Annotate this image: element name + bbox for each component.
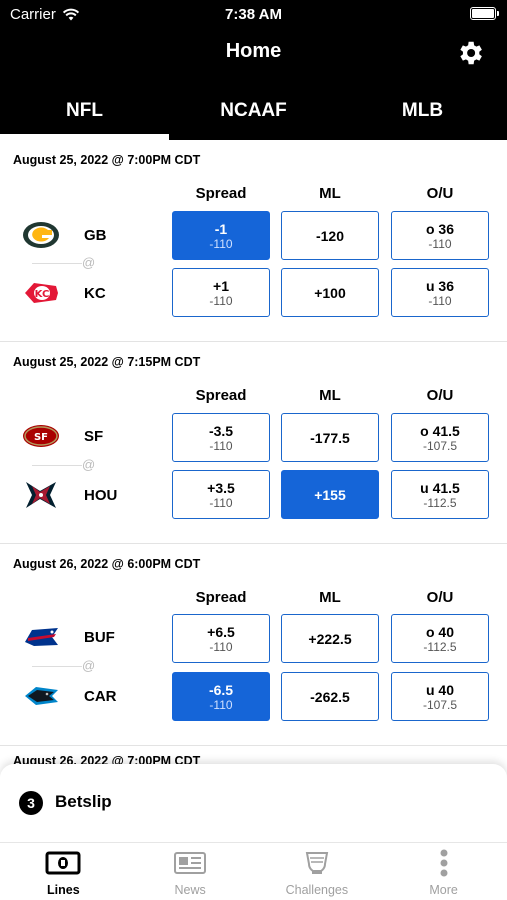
packers-logo — [20, 218, 62, 252]
at-separator: @ — [32, 255, 108, 270]
game-card: August 25, 2022 @ 7:00PM CDT Spread ML O… — [0, 140, 507, 342]
spread-button[interactable]: -1 -110 — [172, 211, 270, 260]
nav-label: Lines — [47, 883, 80, 897]
moneyline-button[interactable]: +155 — [281, 470, 379, 519]
at-separator: @ — [32, 658, 108, 673]
betslip-label: Betslip — [55, 792, 112, 811]
app-header: Carrier 7:38 AM Home NFL NCAAF MLB — [0, 0, 507, 140]
status-time: 7:38 AM — [225, 6, 282, 23]
league-tabs: NFL NCAAF MLB — [0, 90, 507, 140]
newspaper-icon — [170, 849, 210, 877]
spread-header: Spread — [195, 387, 247, 404]
game-date: August 26, 2022 @ 6:00PM CDT — [13, 557, 201, 571]
tab-mlb[interactable]: MLB — [401, 100, 444, 121]
spread-button[interactable]: +6.5 -110 — [172, 614, 270, 663]
betslip-bar[interactable]: 3 Betslip — [0, 764, 507, 842]
team-abbr: KC — [84, 284, 106, 302]
moneyline-button[interactable]: -177.5 — [281, 413, 379, 462]
over-under-button[interactable]: o 36 -110 — [391, 211, 489, 260]
spread-button[interactable]: +1 -110 — [172, 268, 270, 317]
ml-header: ML — [319, 387, 341, 404]
team-abbr: HOU — [84, 486, 118, 504]
nav-label: More — [429, 883, 458, 897]
chiefs-logo: KC — [20, 276, 62, 310]
home-team: HOU — [20, 470, 160, 520]
battery-icon — [470, 7, 499, 20]
team-abbr: GB — [84, 226, 107, 244]
game-date: August 25, 2022 @ 7:15PM CDT — [13, 355, 201, 369]
moneyline-button[interactable]: -120 — [281, 211, 379, 260]
trophy-icon — [297, 849, 337, 877]
tab-ncaaf[interactable]: NCAAF — [220, 100, 287, 121]
spread-button[interactable]: +3.5 -110 — [172, 470, 270, 519]
gear-icon[interactable] — [455, 38, 485, 68]
ou-header: O/U — [426, 185, 454, 202]
over-under-button[interactable]: u 41.5 -112.5 — [391, 470, 489, 519]
nav-label: Challenges — [285, 883, 349, 897]
game-card: August 26, 2022 @ 6:00PM CDT Spread ML O… — [0, 544, 507, 746]
at-separator: @ — [32, 457, 108, 472]
ml-header: ML — [319, 185, 341, 202]
game-card: August 25, 2022 @ 7:15PM CDT Spread ML O… — [0, 342, 507, 544]
spread-button[interactable]: -6.5 -110 — [172, 672, 270, 721]
team-abbr: BUF — [84, 628, 115, 646]
away-team: GB — [20, 210, 160, 260]
spread-header: Spread — [195, 185, 247, 202]
nav-label: News — [174, 883, 206, 897]
bills-logo — [20, 620, 62, 654]
page-title: Home — [225, 40, 282, 62]
panthers-logo — [20, 679, 62, 713]
team-abbr: SF — [84, 427, 104, 445]
over-under-button[interactable]: o 40 -112.5 — [391, 614, 489, 663]
ou-header: O/U — [426, 387, 454, 404]
home-team: KC KC — [20, 268, 160, 318]
carrier-info: Carrier — [10, 6, 80, 23]
away-team: BUF — [20, 612, 160, 662]
nav-item-news[interactable]: News — [127, 843, 254, 900]
game-date: August 25, 2022 @ 7:00PM CDT — [13, 153, 201, 167]
moneyline-button[interactable]: -262.5 — [281, 672, 379, 721]
svg-text:KC: KC — [35, 289, 50, 300]
moneyline-button[interactable]: +222.5 — [281, 614, 379, 663]
nav-item-more[interactable]: More — [380, 843, 507, 900]
over-under-button[interactable]: u 36 -110 — [391, 268, 489, 317]
nav-item-lines[interactable]: Lines — [0, 843, 127, 900]
wifi-icon — [62, 8, 79, 21]
tab-nfl[interactable]: NFL — [0, 90, 169, 140]
over-under-button[interactable]: u 40 -107.5 — [391, 672, 489, 721]
over-under-button[interactable]: o 41.5 -107.5 — [391, 413, 489, 462]
status-bar: Carrier 7:38 AM — [0, 0, 507, 30]
cash-icon — [43, 849, 83, 877]
bottom-nav: Lines News Challenges More — [0, 842, 507, 900]
home-team: CAR — [20, 671, 160, 721]
betslip-count-badge: 3 — [19, 791, 43, 815]
nav-item-challenges[interactable]: Challenges — [254, 843, 381, 900]
spread-header: Spread — [195, 589, 247, 606]
ml-header: ML — [319, 589, 341, 606]
spread-button[interactable]: -3.5 -110 — [172, 413, 270, 462]
moneyline-button[interactable]: +100 — [281, 268, 379, 317]
texans-logo — [20, 478, 62, 512]
49ers-logo: SF — [20, 419, 62, 453]
away-team: SF SF — [20, 411, 160, 461]
svg-text:SF: SF — [34, 432, 48, 443]
team-abbr: CAR — [84, 687, 117, 705]
ou-header: O/U — [426, 589, 454, 606]
carrier-label: Carrier — [10, 6, 56, 23]
more-vertical-icon — [424, 849, 464, 877]
